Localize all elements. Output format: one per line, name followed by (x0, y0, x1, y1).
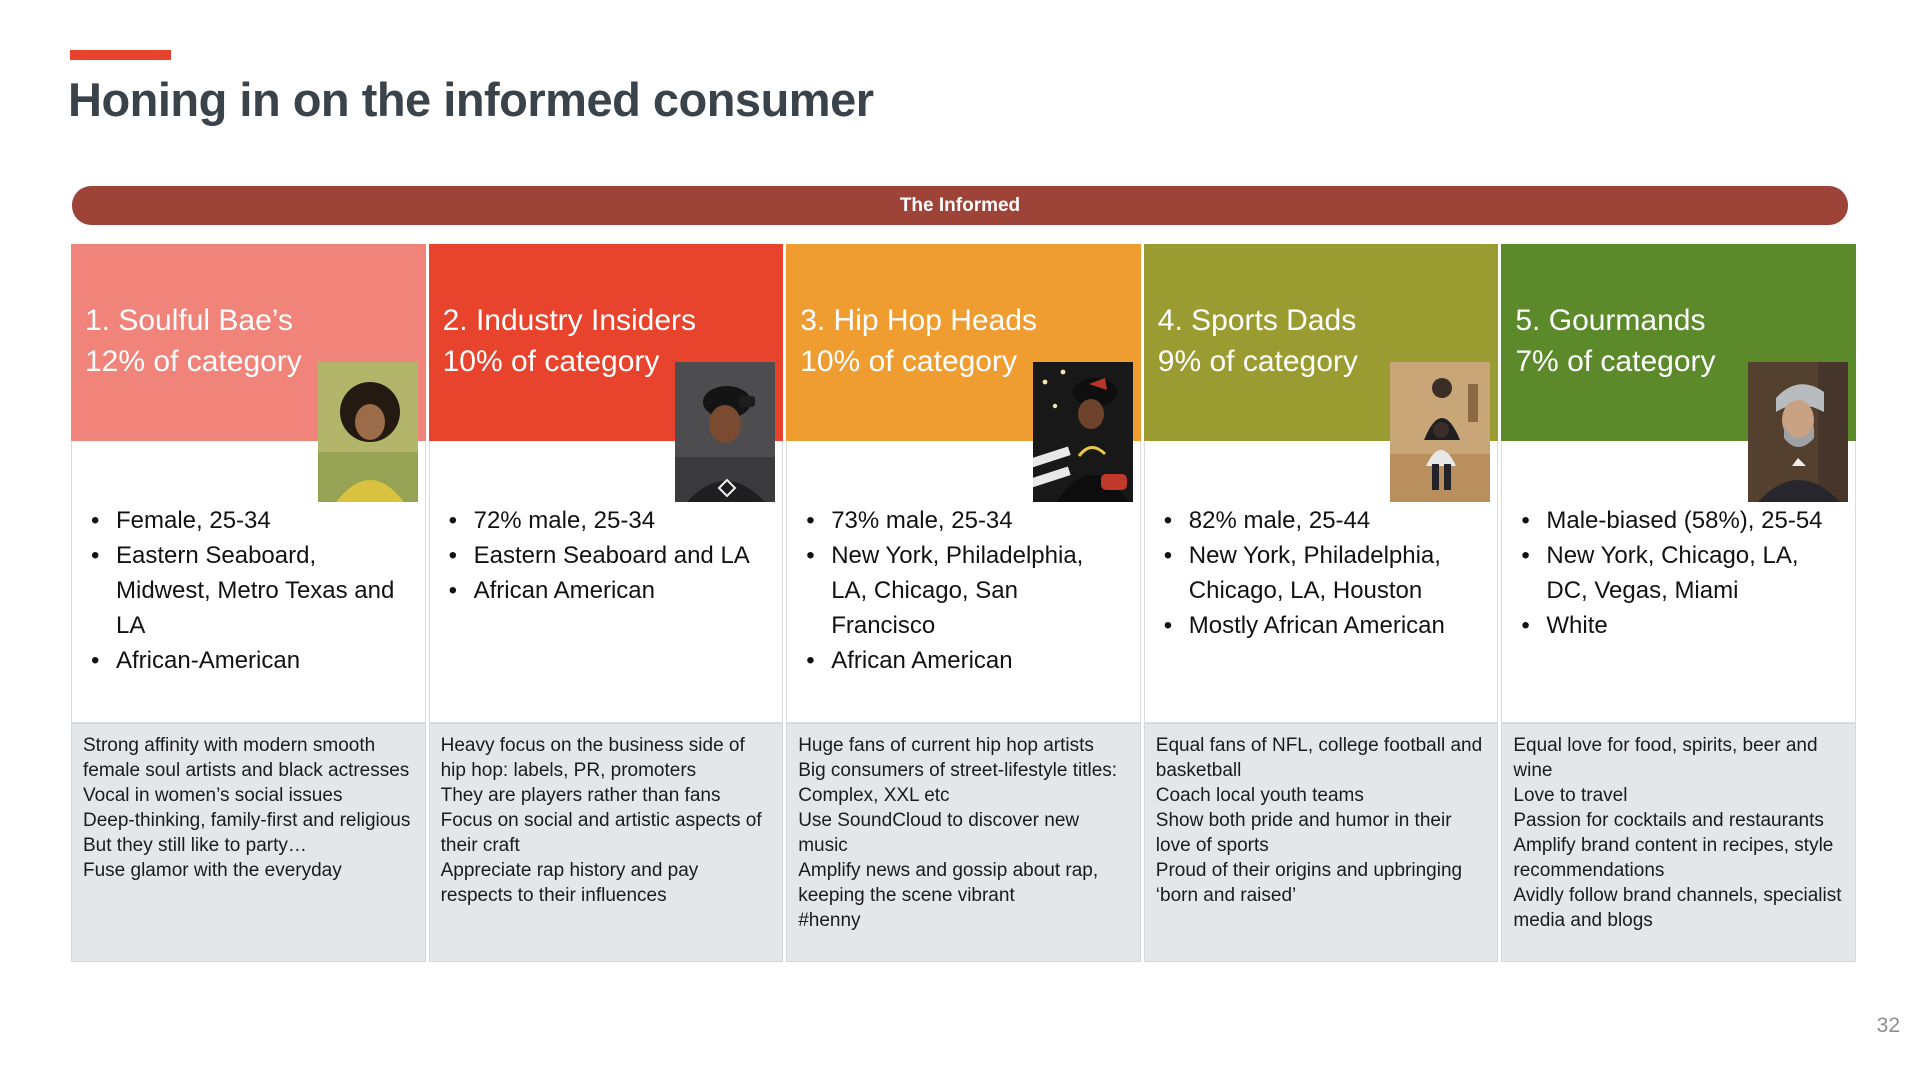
description-line: Appreciate rap history and pay respects … (440, 860, 699, 906)
bullet-item: Eastern Seaboard, Midwest, Metro Texas a… (86, 538, 403, 643)
segment-table: 1. Soulful Bae’s 12% of category Female,… (71, 244, 1856, 962)
bullet-item: 82% male, 25-44 (1159, 503, 1476, 538)
bullet-item: White (1516, 608, 1833, 643)
description-line: Avidly follow brand channels, specialist… (1513, 885, 1842, 931)
description-line: Amplify brand content in recipes, style … (1513, 835, 1834, 881)
woman-afro-portrait-photo (317, 362, 418, 502)
description-line: Show both pride and humor in their love … (1155, 810, 1452, 856)
bullet-item: African American (801, 643, 1118, 678)
segment-title: 3. Hip Hop Heads (800, 304, 1037, 337)
description-line: Heavy focus on the business side of hip … (440, 735, 745, 781)
description-line: Deep-thinking, family-first and religiou… (83, 810, 411, 831)
segment-column-hip-hop-heads: 3. Hip Hop Heads 10% of category (786, 244, 1141, 962)
man-midnight-tshirt-sneaker-photo (1032, 362, 1133, 502)
segment-title: 1. Soulful Bae’s (85, 304, 293, 337)
bullet-list: 82% male, 25-44 New York, Philadelphia, … (1159, 503, 1476, 643)
description-line: They are players rather than fans (440, 785, 721, 806)
segment-description-box: Huge fans of current hip hop artists Big… (786, 723, 1141, 962)
bullet-item: 72% male, 25-34 (444, 503, 761, 538)
page-title: Honing in on the informed consumer (68, 73, 874, 126)
segment-column-gourmands: 5. Gourmands 7% of category Male-biased … (1501, 244, 1856, 962)
man-backwards-cap-portrait-photo (675, 362, 776, 502)
bullet-item: Female, 25-34 (86, 503, 403, 538)
segment-demographics-cell: 73% male, 25-34 New York, Philadelphia, … (786, 441, 1141, 723)
bullet-list: 73% male, 25-34 New York, Philadelphia, … (801, 503, 1118, 678)
title-accent-dash (70, 50, 171, 60)
segment-share: 10% of category (800, 345, 1017, 378)
description-line: Big consumers of street-lifestyle titles… (798, 760, 1118, 806)
informed-banner: The Informed (72, 186, 1848, 225)
segment-title: 5. Gourmands (1515, 304, 1706, 337)
description-line: Equal fans of NFL, college football and … (1155, 735, 1483, 781)
bullet-item: 73% male, 25-34 (801, 503, 1118, 538)
description-line: Fuse glamor with the everyday (83, 860, 342, 881)
bullet-item: New York, Philadelphia, LA, Chicago, San… (801, 538, 1118, 643)
segment-description-box: Strong affinity with modern smooth femal… (71, 723, 426, 962)
segment-header-band: 1. Soulful Bae’s 12% of category (71, 244, 426, 441)
description-line: #henny (798, 910, 861, 931)
description-line: Use SoundCloud to discover new music (798, 810, 1080, 856)
bullet-item: African-American (86, 643, 403, 678)
description-line: Passion for cocktails and restaurants (1513, 810, 1824, 831)
segment-share: 10% of category (442, 345, 660, 378)
description-line: Proud of their origins and upbringing ‘b… (1155, 860, 1463, 906)
description-line: Love to travel (1513, 785, 1628, 806)
description-line: Equal love for food, spirits, beer and w… (1513, 735, 1818, 781)
informed-banner-label: The Informed (899, 194, 1021, 216)
description-line: Vocal in women’s social issues (83, 785, 343, 806)
segment-share: 9% of category (1157, 345, 1358, 378)
description-line: Amplify news and gossip about rap, keepi… (798, 860, 1099, 906)
description-line: Focus on social and artistic aspects of … (440, 810, 762, 856)
segment-description-box: Equal love for food, spirits, beer and w… (1501, 723, 1856, 962)
segment-column-industry-insiders: 2. Industry Insiders 10% of category 72%… (428, 244, 784, 962)
segment-description-box: Equal fans of NFL, college football and … (1143, 723, 1499, 962)
bullet-list: Female, 25-34 Eastern Seaboard, Midwest,… (86, 503, 403, 678)
segment-title: 2. Industry Insiders (442, 304, 697, 337)
description-line: Coach local youth teams (1155, 785, 1364, 806)
description-line: But they still like to party… (83, 835, 307, 856)
segment-share: 12% of category (85, 345, 302, 378)
bullet-item: Male-biased (58%), 25-54 (1516, 503, 1833, 538)
bullet-item: African American (444, 573, 761, 608)
segment-title: 4. Sports Dads (1157, 304, 1357, 337)
bullet-item: Eastern Seaboard and LA (444, 538, 761, 573)
segment-column-sports-dads: 4. Sports Dads 9% of category (1143, 244, 1499, 962)
segment-column-soulful-baes: 1. Soulful Bae’s 12% of category Female,… (71, 244, 426, 962)
segment-description-box: Heavy focus on the business side of hip … (428, 723, 784, 962)
bullet-item: Mostly African American (1159, 608, 1476, 643)
description-line: Huge fans of current hip hop artists (798, 735, 1094, 756)
description-line: Strong affinity with modern smooth femal… (83, 735, 410, 781)
bullet-list: Male-biased (58%), 25-54 New York, Chica… (1516, 503, 1833, 643)
gray-haired-bearded-man-photo (1747, 362, 1848, 502)
bullet-item: New York, Philadelphia, Chicago, LA, Hou… (1159, 538, 1476, 608)
bullet-item: New York, Chicago, LA, DC, Vegas, Miami (1516, 538, 1833, 608)
bullet-list: 72% male, 25-34 Eastern Seaboard and LA … (444, 503, 761, 608)
page-number: 32 (1876, 1014, 1900, 1037)
segment-share: 7% of category (1515, 345, 1716, 378)
father-child-gym-photo (1390, 362, 1491, 502)
